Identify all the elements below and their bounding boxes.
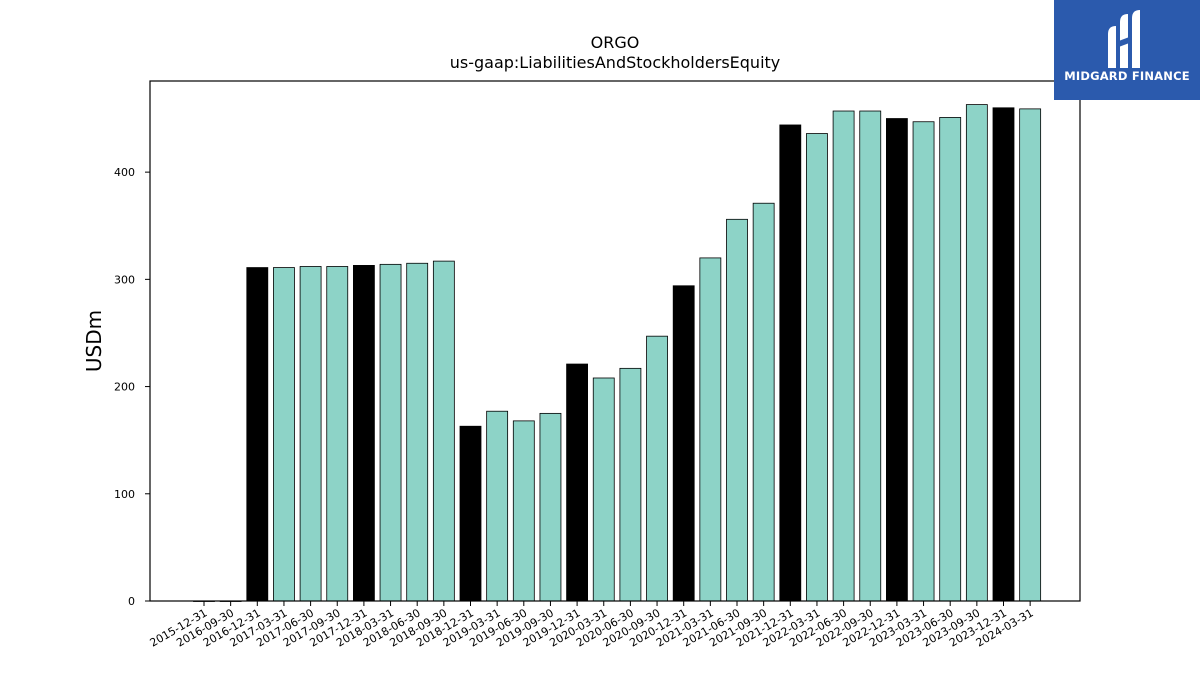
y-ticks-group: 0 100 200 300 400	[114, 166, 150, 608]
bar-2017-06-30	[299, 266, 322, 602]
bar-2017-09-30	[326, 266, 349, 602]
bar-2020-06-30	[619, 367, 642, 602]
bar-2020-09-30	[646, 335, 668, 602]
bar-2022-03-31	[806, 133, 828, 602]
bar-2021-06-30	[726, 218, 748, 602]
bar-2017-12-31	[352, 265, 375, 602]
y-tick-label: 0	[128, 595, 135, 608]
y-tick-label: 100	[114, 488, 135, 501]
chart-title: ORGO	[591, 33, 640, 52]
bar-2019-03-31	[486, 410, 509, 602]
bar-2021-12-31	[779, 124, 802, 602]
bar-2020-03-31	[592, 377, 615, 602]
logo-text: MIDGARD FINANCE	[1064, 69, 1190, 83]
y-tick-label: 400	[114, 166, 135, 179]
x-ticks-group: 2015-12-312016-09-302016-12-312017-03-31…	[148, 601, 1036, 650]
bar-2018-12-31	[459, 425, 482, 602]
bar-2023-09-30	[965, 104, 988, 602]
bar-2018-03-31	[379, 263, 402, 602]
bar-2019-09-30	[539, 412, 562, 602]
bar-2018-09-30	[432, 260, 455, 602]
bar-2016-12-31	[246, 267, 269, 602]
bar-2022-09-30	[859, 110, 882, 602]
bars-group	[193, 104, 1042, 602]
y-axis-label: USDm	[82, 310, 106, 372]
bar-2023-03-31	[912, 121, 935, 602]
bar-2023-06-30	[939, 117, 962, 602]
bar-2021-09-30	[752, 202, 775, 602]
midgard-logo: MIDGARD FINANCE	[1054, 0, 1200, 100]
bar-2018-06-30	[406, 262, 429, 602]
bar-2017-03-31	[273, 267, 295, 602]
bar-2020-12-31	[672, 285, 695, 602]
plot-frame	[149, 80, 1081, 602]
bar-2019-06-30	[512, 420, 535, 602]
bar-2021-03-31	[699, 257, 722, 602]
chart-subtitle: us-gaap:LiabilitiesAndStockholdersEquity	[450, 53, 781, 72]
bar-2019-12-31	[566, 363, 588, 602]
bar-2024-03-31	[1019, 108, 1042, 602]
bar-2022-12-31	[886, 118, 908, 602]
y-tick-label: 300	[114, 273, 135, 286]
midgard-logo-icon	[1108, 10, 1140, 68]
y-tick-label: 200	[114, 381, 135, 394]
bar-2023-12-31	[992, 107, 1015, 602]
bar-2022-06-30	[832, 110, 855, 602]
